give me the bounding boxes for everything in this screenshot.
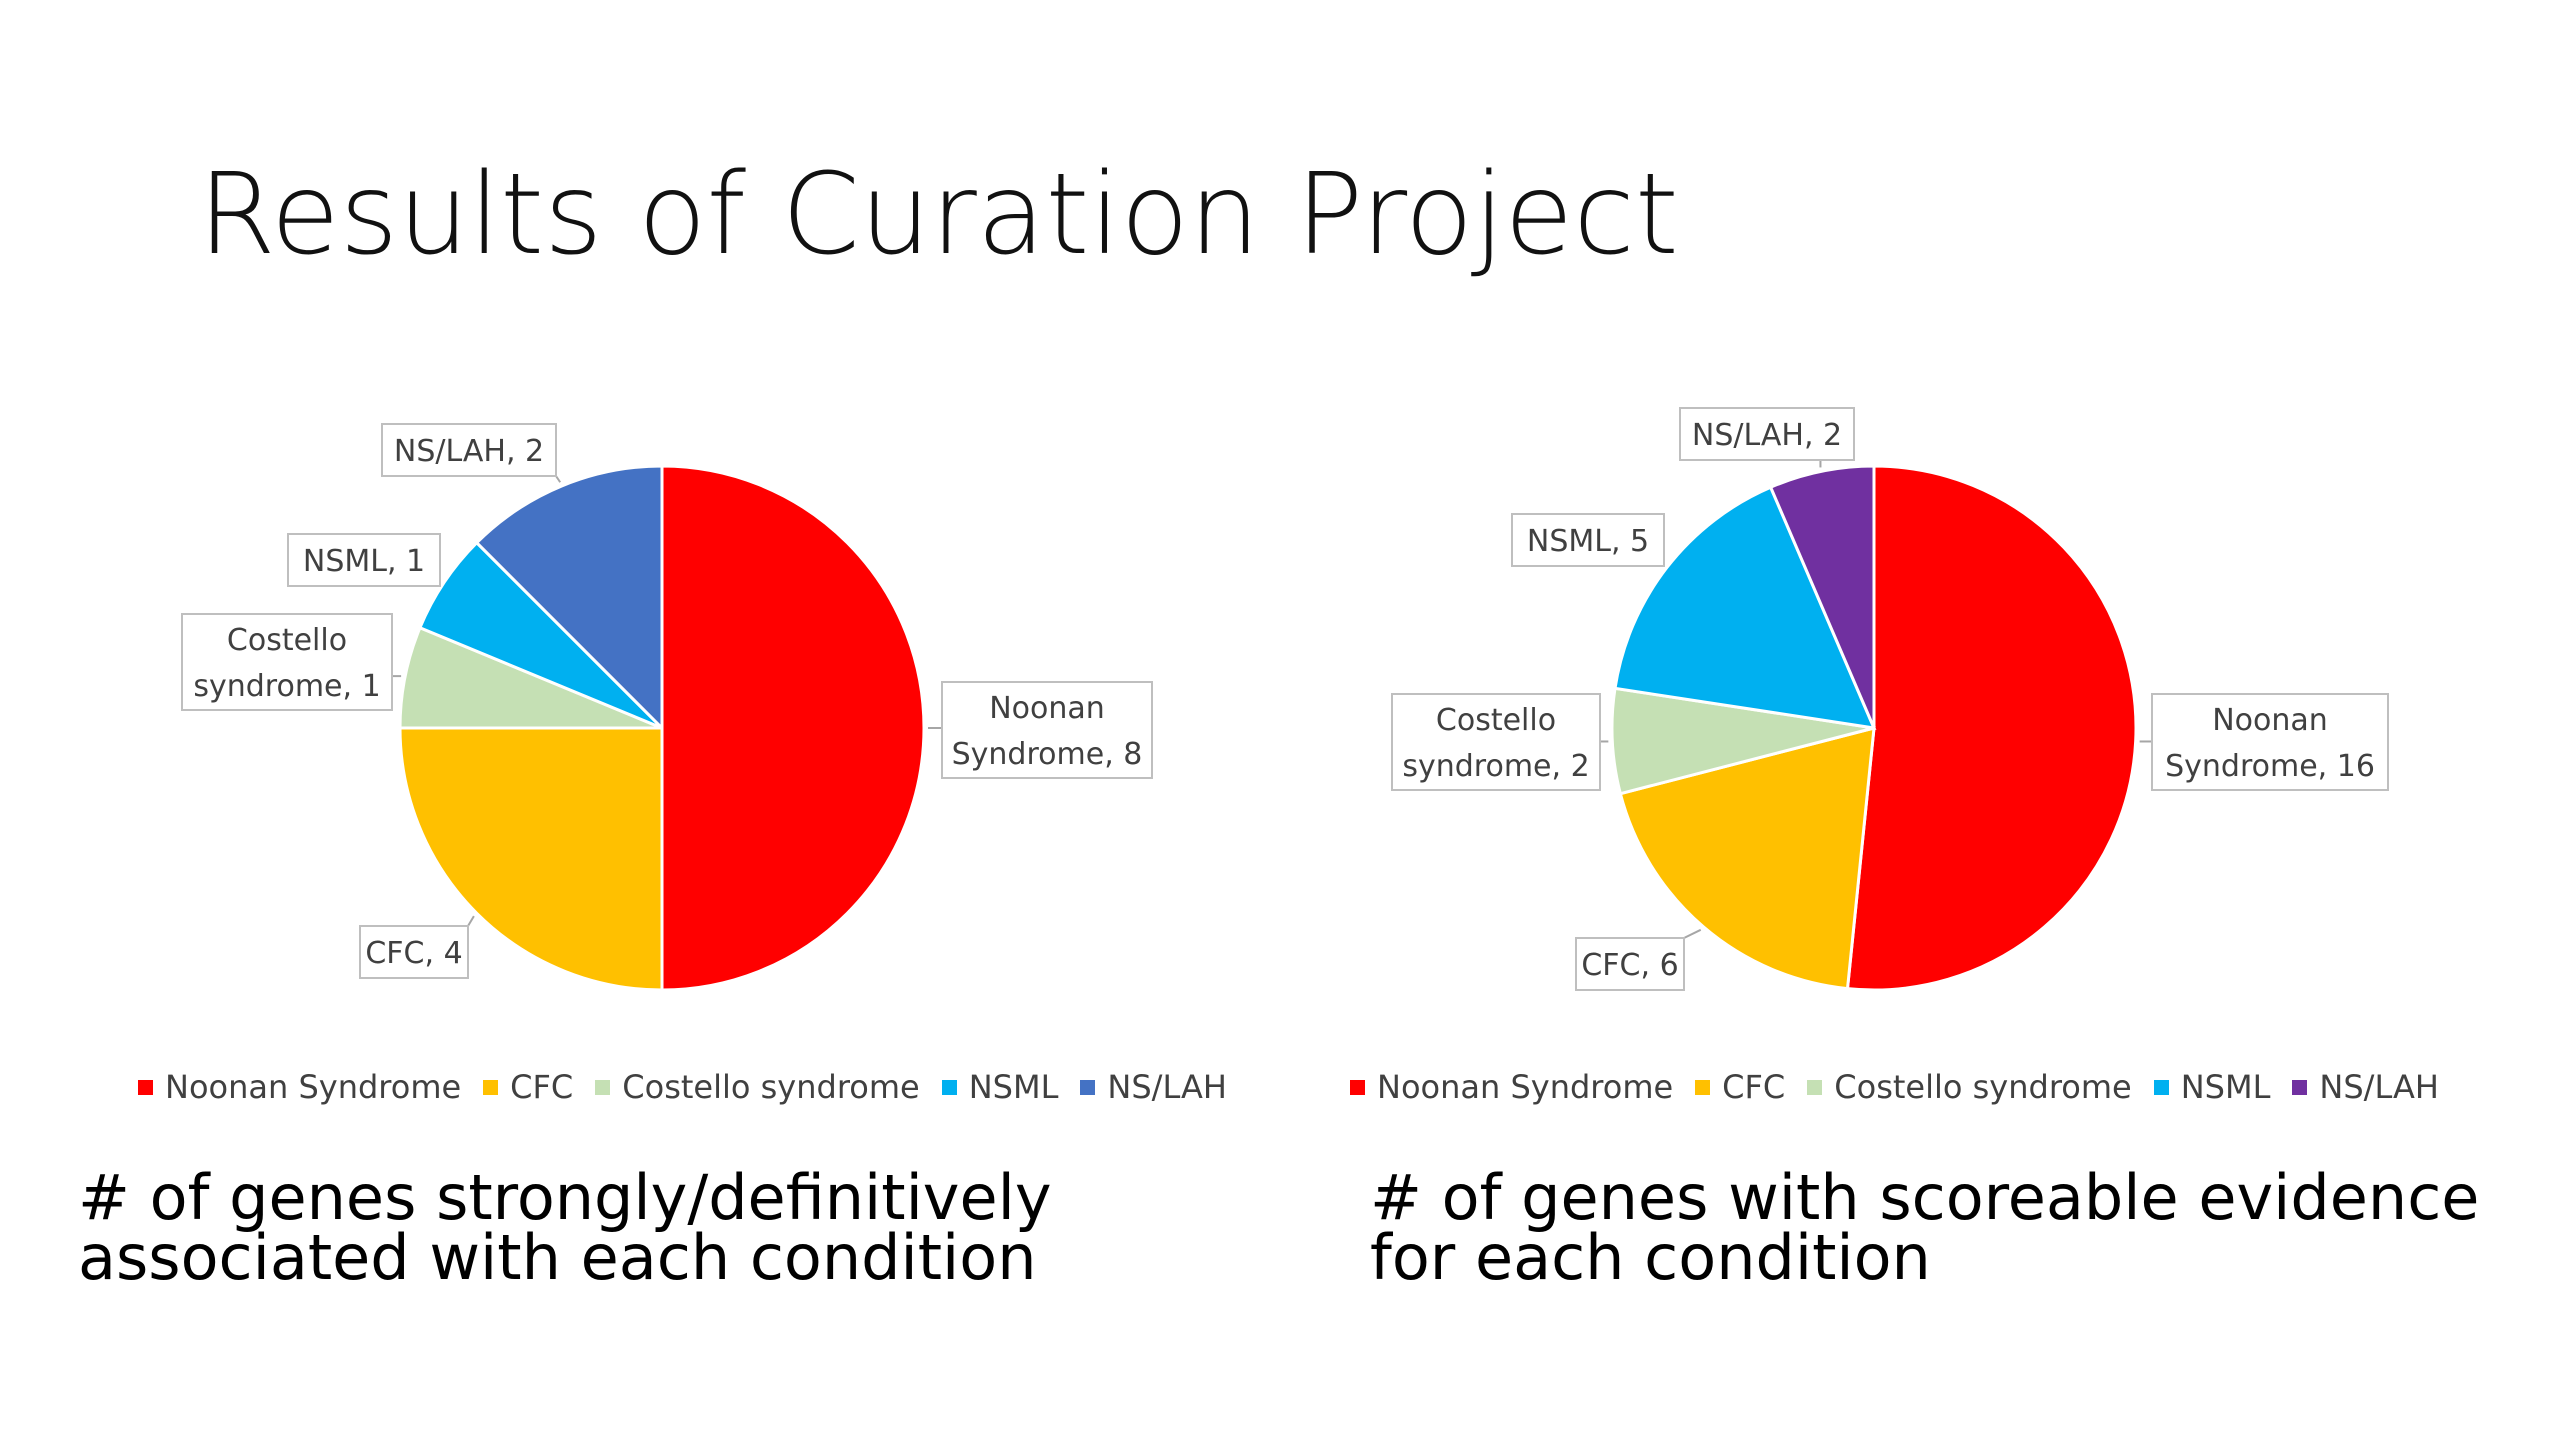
legend-label: Noonan Syndrome — [1377, 1068, 1674, 1106]
legend-item: NS/LAH — [1080, 1068, 1227, 1106]
data-label-box — [1391, 693, 1601, 791]
legend-label: NS/LAH — [1107, 1068, 1227, 1106]
legend-swatch — [483, 1079, 499, 1095]
legend-item: Costello syndrome — [1807, 1068, 2132, 1106]
data-label-text: NS/LAH, 2 — [1692, 418, 1842, 453]
legend-item: CFC — [1695, 1068, 1785, 1106]
data-label-text: CFC, 6 — [1581, 948, 1678, 983]
data-label-text: CFC, 4 — [365, 936, 462, 971]
data-label-text: NSML, 5 — [1527, 524, 1649, 559]
legend-swatch — [595, 1079, 611, 1095]
data-label-text: NSML, 1 — [303, 544, 425, 579]
legend-label: Costello syndrome — [1834, 1068, 2132, 1106]
legend-right: Noonan Syndrome CFC Costello syndrome NSML N… — [1350, 1068, 2461, 1106]
legend-item: NSML — [941, 1068, 1059, 1106]
pie-slice-cfc — [1618, 726, 1876, 991]
legend-swatch — [2292, 1079, 2308, 1095]
legend-item: Noonan Syndrome — [138, 1068, 461, 1106]
caption-right: # of genes with scoreable evidence for e… — [1370, 1161, 2480, 1294]
data-label-box — [1511, 513, 1665, 567]
pie-slice-noonan-syndrome — [660, 464, 926, 992]
legend-label: NS/LAH — [2319, 1068, 2439, 1106]
legend-item: NSML — [2153, 1068, 2271, 1106]
legend-left: Noonan Syndrome CFC Costello syndrome NSML N… — [138, 1068, 1249, 1106]
legend-swatch — [138, 1079, 153, 1095]
legend-item: Costello syndrome — [595, 1068, 920, 1106]
legend-label: CFC — [1722, 1068, 1786, 1106]
legend-item: NS/LAH — [2292, 1068, 2439, 1106]
legend-swatch — [1807, 1079, 1823, 1095]
pie-slice-ns-lah — [474, 464, 664, 732]
legend-label: Noonan Syndrome — [165, 1068, 462, 1106]
legend-swatch — [2153, 1079, 2169, 1095]
legend-label: CFC — [510, 1068, 574, 1106]
data-label-box — [1679, 407, 1855, 461]
pie-slice-noonan-syndrome — [1845, 464, 2138, 992]
data-label-box — [381, 423, 557, 477]
legend-label: Costello syndrome — [622, 1068, 920, 1106]
data-label-text: NS/LAH, 2 — [394, 434, 544, 469]
data-label-box — [287, 533, 441, 587]
data-label-box — [359, 925, 469, 979]
legend-item: Noonan Syndrome — [1350, 1068, 1673, 1106]
legend-swatch — [941, 1079, 957, 1095]
pie-slice-cfc — [398, 726, 664, 992]
legend-swatch — [1695, 1079, 1711, 1095]
data-label-text: Noonan — [2212, 703, 2328, 738]
data-label-leader — [1683, 928, 1702, 939]
legend-item: CFC — [483, 1068, 573, 1106]
pie-slice-nsml — [1613, 485, 1877, 730]
data-label-box — [941, 681, 1153, 779]
data-label-text: Syndrome, 16 — [2165, 749, 2375, 784]
data-label-box — [181, 613, 393, 711]
slide-title: Results of Curation Project — [198, 150, 1679, 280]
data-label-text: Costello — [1436, 703, 1556, 738]
caption-left: # of genes strongly/definitively associa… — [78, 1161, 1052, 1294]
data-label-box — [1575, 937, 1685, 991]
data-label-box — [2151, 693, 2389, 791]
data-label-text: syndrome, 2 — [1402, 749, 1589, 784]
data-label-text: Syndrome, 8 — [952, 737, 1143, 772]
legend-label: NSML — [2180, 1068, 2271, 1106]
pie-slice-ns-lah — [1768, 464, 1876, 729]
data-label-text: Costello — [227, 623, 347, 658]
legend-swatch — [1080, 1079, 1096, 1095]
data-label-leader — [467, 915, 475, 927]
legend-label: NSML — [968, 1068, 1059, 1106]
data-label-text: syndrome, 1 — [193, 669, 380, 704]
data-label-leader — [555, 475, 562, 483]
data-label-text: Noonan — [989, 691, 1105, 726]
legend-swatch — [1350, 1079, 1365, 1095]
